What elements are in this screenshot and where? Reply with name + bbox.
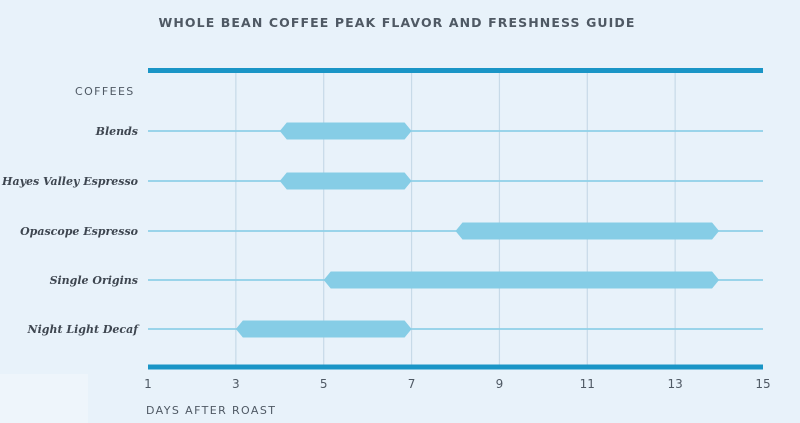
x-tick-label-1: 1 <box>144 377 152 391</box>
chart-title: WHOLE BEAN COFFEE PEAK FLAVOR AND FRESHN… <box>158 15 635 30</box>
category-label-0: Blends <box>95 125 138 138</box>
corner-panel <box>0 374 88 423</box>
category-label-4: Night Light Decaf <box>27 323 141 336</box>
range-bar-1 <box>279 172 412 190</box>
x-axis-label: DAYS AFTER ROAST <box>146 404 276 417</box>
x-tick-label-13: 13 <box>668 377 683 391</box>
range-bar-0 <box>279 122 412 140</box>
x-tick-label-7: 7 <box>408 377 416 391</box>
range-bar-2 <box>455 222 720 240</box>
category-label-1: Hayes Valley Espresso <box>1 175 138 188</box>
x-tick-label-5: 5 <box>320 377 328 391</box>
x-tick-label-15: 15 <box>755 377 770 391</box>
x-tick-label-11: 11 <box>580 377 595 391</box>
range-bar-4 <box>235 320 412 338</box>
x-tick-label-3: 3 <box>232 377 240 391</box>
range-bar-3 <box>323 271 720 289</box>
category-label-3: Single Origins <box>50 274 138 287</box>
x-tick-label-9: 9 <box>496 377 504 391</box>
category-header: COFFEES <box>75 85 135 98</box>
category-label-2: Opascope Espresso <box>20 225 138 238</box>
